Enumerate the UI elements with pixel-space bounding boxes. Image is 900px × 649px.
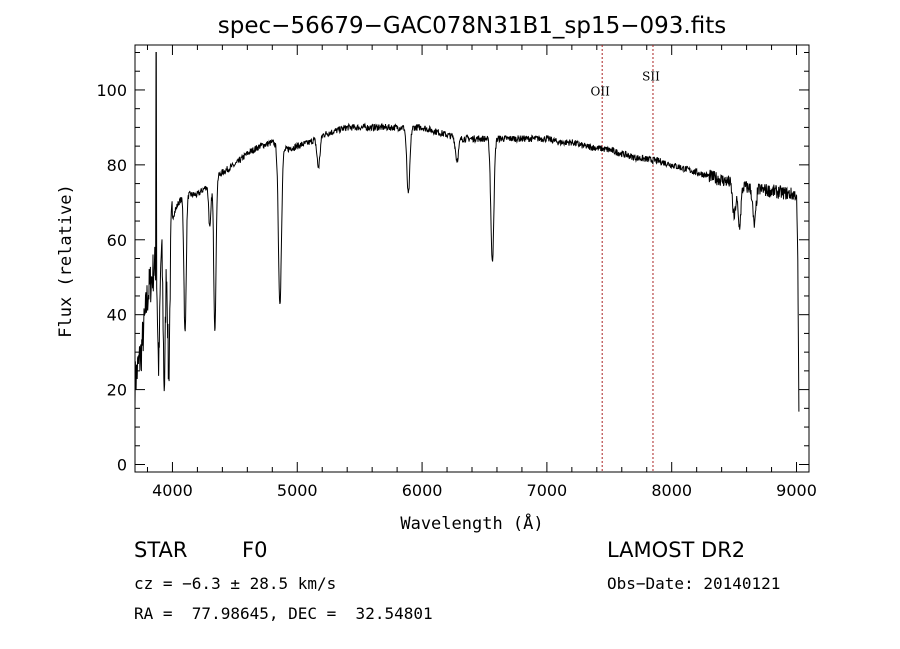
y-tick-label: 80 <box>107 156 127 175</box>
survey-name: LAMOST DR2 <box>607 538 746 562</box>
x-tick-label: 5000 <box>277 481 318 500</box>
x-tick-label: 8000 <box>651 481 692 500</box>
chart-title: spec−56679−GAC078N31B1_sp15−093.fits <box>218 13 726 39</box>
axis-ticks <box>135 45 809 472</box>
x-tick-label: 9000 <box>776 481 817 500</box>
x-tick-label: 4000 <box>152 481 193 500</box>
coordinates-text: RA = 77.98645, DEC = 32.54801 <box>134 604 433 623</box>
x-axis-label: Wavelength (Å) <box>400 512 543 534</box>
marker-label-sii: SII <box>642 70 660 84</box>
y-tick-label: 100 <box>96 81 127 100</box>
y-tick-label: 20 <box>107 381 127 400</box>
plot-frame <box>134 44 810 473</box>
obs-date-text: Obs−Date: 20140121 <box>607 574 781 593</box>
object-subclass: F0 <box>242 538 268 562</box>
marker-label-oii: OII <box>591 85 611 99</box>
y-tick-label: 0 <box>117 456 127 475</box>
y-tick-label: 60 <box>107 231 127 250</box>
spectral-line-markers: OII SII <box>591 45 660 472</box>
y-tick-label: 40 <box>107 306 127 325</box>
redshift-text: cz = −6.3 ± 28.5 km/s <box>134 574 337 593</box>
axis-tick-labels: 4000 5000 6000 7000 8000 9000 0 20 40 60 80 100 <box>96 81 816 500</box>
x-tick-label: 6000 <box>402 481 443 500</box>
object-class: STAR <box>134 538 188 562</box>
y-axis-label: Flux (relative) <box>56 184 76 338</box>
x-tick-label: 7000 <box>527 481 568 500</box>
spectrum-line <box>134 52 800 412</box>
